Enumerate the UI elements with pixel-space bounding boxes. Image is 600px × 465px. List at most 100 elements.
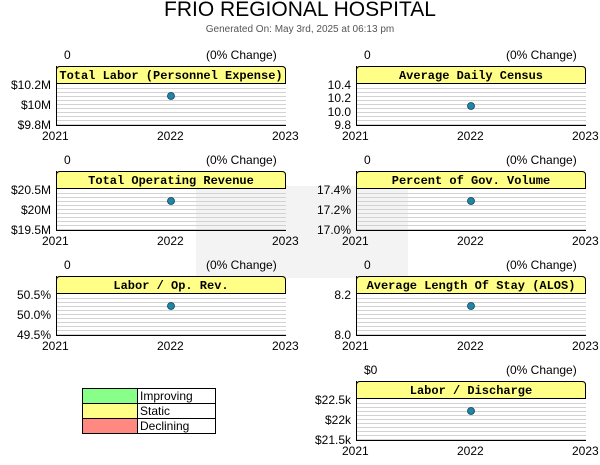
- chart-percent-of-gov-volume-plot: Percent of Gov. Volume: [356, 171, 586, 231]
- chart-percent-of-gov-volume-y-tick-label: 17.2%: [316, 203, 351, 217]
- chart-average-length-of-stay-alos-change-label: (0% Change): [506, 258, 577, 272]
- chart-total-labor-personnel-expense-value-label: 0: [64, 48, 71, 62]
- chart-average-daily-census-x-tick-label: 2021: [342, 129, 369, 143]
- chart-total-operating-revenue-y-tick-label: $20M: [20, 203, 51, 217]
- page-title: FRIO REGIONAL HOSPITAL: [164, 0, 436, 21]
- legend-label-static: Static: [137, 403, 216, 419]
- legend-label-improving: Improving: [137, 388, 216, 404]
- chart-total-labor-personnel-expense-title-box: [56, 66, 286, 84]
- chart-labor-discharge-x-tick-label: 2022: [457, 444, 484, 458]
- chart-total-operating-revenue-y-tick-label: $19.5M: [10, 223, 51, 237]
- chart-average-length-of-stay-alos-value-label: 0: [364, 258, 371, 272]
- legend-swatch-improving: [82, 388, 138, 404]
- chart-labor-discharge-data-point: [467, 407, 475, 415]
- chart-labor-op-rev-title: Labor / Op. Rev.: [113, 279, 228, 293]
- chart-labor-discharge-plot: Labor / Discharge: [356, 381, 586, 441]
- chart-percent-of-gov-volume-x-tick-label: 2021: [342, 234, 369, 248]
- chart-labor-op-rev-plot: Labor / Op. Rev.: [56, 276, 286, 336]
- chart-labor-op-rev-axes: [56, 276, 286, 336]
- chart-average-daily-census-title-box: [356, 66, 586, 84]
- chart-total-labor-personnel-expense-y-tick-label: $9.8M: [17, 118, 51, 132]
- chart-total-operating-revenue-plot: Total Operating Revenue: [56, 171, 286, 231]
- chart-labor-op-rev-x-tick-label: 2022: [157, 339, 184, 353]
- chart-average-length-of-stay-alos-x-tick-label: 2021: [342, 339, 369, 353]
- chart-percent-of-gov-volume-data-point: [467, 197, 475, 205]
- chart-average-daily-census-y-tick-label: 10.0: [327, 104, 351, 119]
- chart-labor-discharge-title: Labor / Discharge: [410, 384, 532, 398]
- legend-row-declining: Declining: [82, 418, 216, 434]
- chart-percent-of-gov-volume-y-tick-label: 17.4%: [316, 183, 351, 197]
- chart-labor-discharge-change-label: (0% Change): [506, 363, 577, 377]
- chart-total-labor-personnel-expense-change-label: (0% Change): [206, 48, 277, 62]
- chart-labor-op-rev-x-tick-label: 2023: [272, 339, 299, 353]
- chart-average-daily-census-value-label: 0: [364, 48, 371, 62]
- chart-average-daily-census-change-label: (0% Change): [506, 48, 577, 62]
- chart-percent-of-gov-volume-x-tick-label: 2023: [572, 234, 599, 248]
- chart-labor-discharge-y-tick-label: $22k: [324, 413, 351, 427]
- chart-labor-op-rev-title-box: [56, 276, 286, 294]
- chart-labor-discharge-y-tick-label: $22.5k: [314, 393, 351, 407]
- chart-total-operating-revenue-data-point: [167, 197, 175, 205]
- chart-total-operating-revenue-x-tick-label: 2021: [42, 234, 69, 248]
- chart-percent-of-gov-volume-change-label: (0% Change): [506, 153, 577, 167]
- chart-total-labor-personnel-expense-title: Total Labor (Personnel Expense): [59, 69, 282, 83]
- chart-average-length-of-stay-alos-x-tick-label: 2022: [457, 339, 484, 353]
- chart-total-operating-revenue-x-tick-label: 2022: [157, 234, 184, 248]
- chart-percent-of-gov-volume-title-box: [356, 171, 586, 189]
- chart-average-daily-census-y-tick-label: 10.4: [327, 78, 351, 92]
- chart-total-operating-revenue-y-tick-label: $20.5M: [10, 183, 51, 197]
- chart-labor-op-rev-x-tick-label: 2021: [42, 339, 69, 353]
- chart-average-length-of-stay-alos-y-tick-label: 8.0: [334, 328, 351, 342]
- chart-total-labor-personnel-expense-x-tick-label: 2023: [272, 129, 299, 143]
- chart-total-operating-revenue-axes: [56, 171, 286, 231]
- chart-average-length-of-stay-alos-data-point: [467, 302, 475, 310]
- chart-percent-of-gov-volume-value-label: 0: [364, 153, 371, 167]
- legend-swatch-declining: [82, 418, 138, 434]
- chart-average-daily-census-x-tick-label: 2023: [572, 129, 599, 143]
- chart-labor-discharge-value-label: $0: [364, 363, 378, 377]
- chart-average-daily-census-y-tick-label: 9.8: [334, 118, 351, 132]
- chart-labor-discharge-title-box: [356, 381, 586, 399]
- chart-average-daily-census-data-point: [467, 102, 475, 110]
- chart-percent-of-gov-volume-axes: [356, 171, 586, 231]
- chart-total-operating-revenue-change-label: (0% Change): [206, 153, 277, 167]
- legend-label-declining: Declining: [137, 418, 216, 434]
- chart-labor-discharge-axes: [356, 381, 586, 441]
- chart-labor-op-rev-y-tick-label: 50.5%: [16, 288, 51, 302]
- chart-total-labor-personnel-expense-y-tick-label: $10M: [20, 98, 51, 112]
- chart-average-length-of-stay-alos-title-box: [356, 276, 586, 294]
- chart-average-daily-census-x-tick-label: 2022: [457, 129, 484, 143]
- chart-labor-discharge-y-tick-label: $21.5k: [314, 433, 351, 447]
- chart-average-length-of-stay-alos-plot: Average Length Of Stay (ALOS): [356, 276, 586, 336]
- legend-swatch-static: [82, 403, 138, 419]
- chart-total-labor-personnel-expense-data-point: [167, 92, 175, 100]
- legend-row-improving: Improving: [82, 388, 216, 404]
- chart-total-labor-personnel-expense-y-tick-label: $10.2M: [10, 78, 51, 92]
- chart-total-labor-personnel-expense-plot: Total Labor (Personnel Expense): [56, 66, 286, 126]
- chart-labor-op-rev-data-point: [167, 302, 175, 310]
- chart-total-operating-revenue-value-label: 0: [64, 153, 71, 167]
- chart-total-labor-personnel-expense-x-tick-label: 2022: [157, 129, 184, 143]
- chart-average-daily-census-title: Average Daily Census: [399, 69, 543, 83]
- chart-labor-discharge-x-tick-label: 2023: [572, 444, 599, 458]
- chart-total-labor-personnel-expense-x-tick-label: 2021: [42, 129, 69, 143]
- status-legend: Improving Static Declining: [82, 388, 216, 434]
- chart-total-operating-revenue-title: Total Operating Revenue: [88, 174, 254, 188]
- chart-average-length-of-stay-alos-title: Average Length Of Stay (ALOS): [367, 279, 576, 293]
- chart-labor-op-rev-y-tick-label: 49.5%: [16, 328, 51, 342]
- legend-row-static: Static: [82, 403, 216, 419]
- chart-total-operating-revenue-x-tick-label: 2023: [272, 234, 299, 248]
- chart-average-daily-census-axes: [356, 66, 586, 126]
- chart-percent-of-gov-volume-x-tick-label: 2022: [457, 234, 484, 248]
- chart-average-daily-census-y-tick-label: 10.2: [327, 91, 351, 106]
- generated-timestamp: Generated On: May 3rd, 2025 at 06:13 pm: [205, 24, 395, 35]
- chart-labor-discharge-x-tick-label: 2021: [342, 444, 369, 458]
- chart-labor-op-rev-change-label: (0% Change): [206, 258, 277, 272]
- chart-percent-of-gov-volume-title: Percent of Gov. Volume: [392, 174, 550, 188]
- chart-labor-op-rev-value-label: 0: [64, 258, 71, 272]
- chart-average-length-of-stay-alos-x-tick-label: 2023: [572, 339, 599, 353]
- chart-total-labor-personnel-expense-axes: [56, 66, 286, 126]
- chart-labor-op-rev-y-tick-label: 50.0%: [16, 308, 51, 322]
- chart-average-length-of-stay-alos-axes: [356, 276, 586, 336]
- chart-percent-of-gov-volume-y-tick-label: 17.0%: [316, 223, 351, 237]
